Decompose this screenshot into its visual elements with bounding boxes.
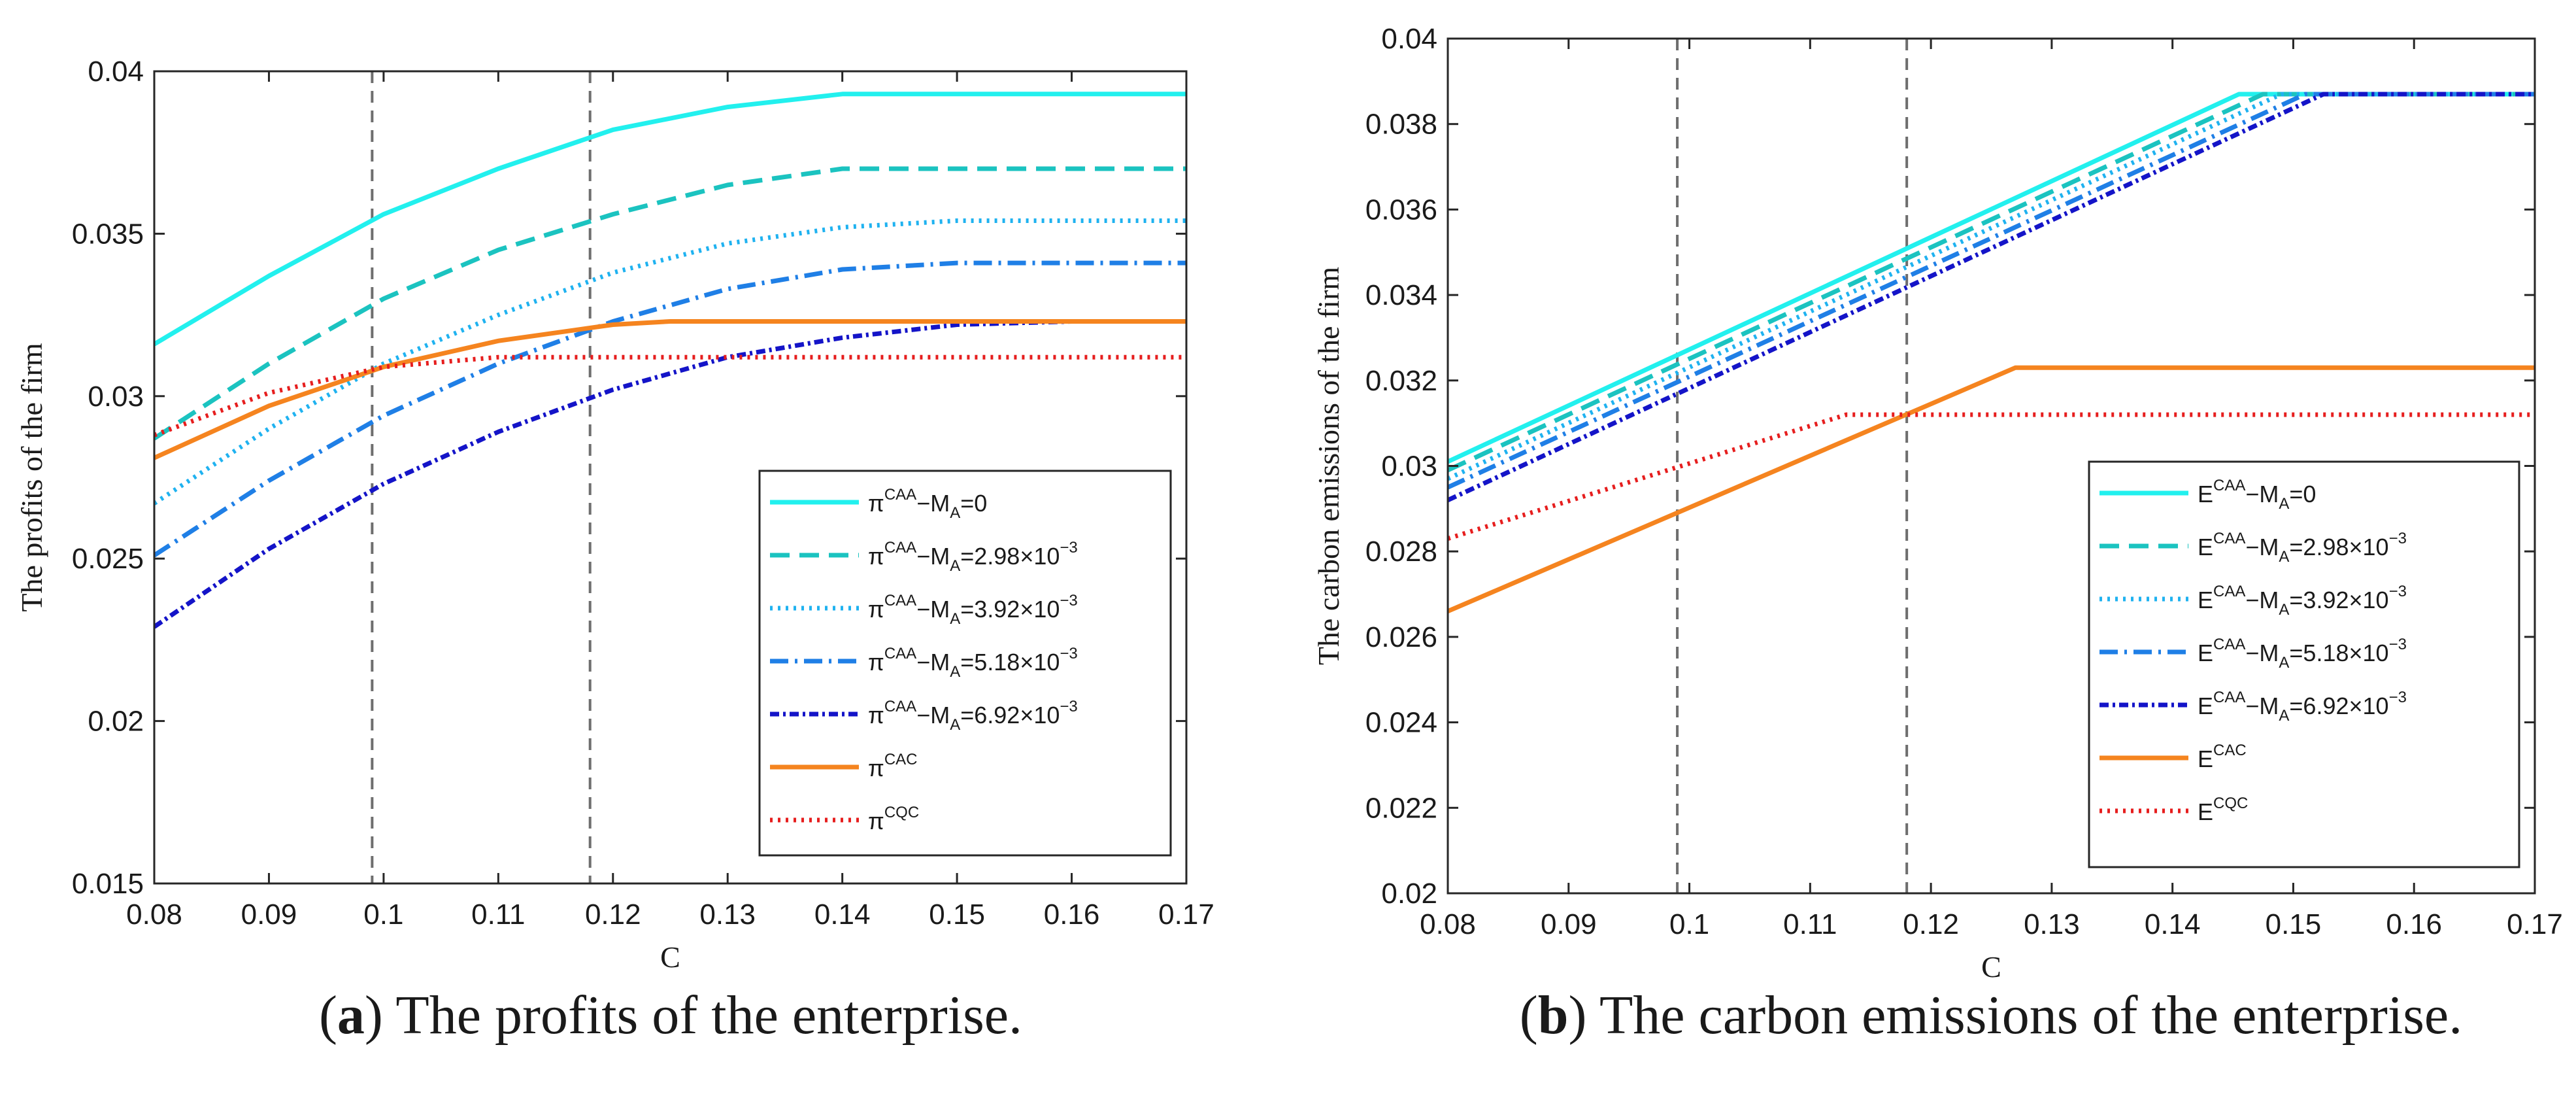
series-line-6	[1448, 412, 2535, 541]
x-tick-label: 0.13	[2024, 908, 2080, 940]
y-tick-label: 0.035	[72, 218, 144, 250]
x-tick-label: 0.09	[241, 899, 297, 931]
y-tick-label: 0.022	[1365, 792, 1437, 824]
y-tick-label: 0.038	[1365, 109, 1437, 141]
x-tick-label: 0.15	[2266, 908, 2322, 940]
legend-label-0: πCAA−MA=0	[868, 486, 987, 522]
x-tick-label: 0.12	[585, 899, 641, 931]
series-line-3	[154, 260, 1186, 558]
legend-box	[2088, 460, 2520, 868]
x-tick-label: 0.12	[1903, 908, 1959, 940]
series-line-2	[154, 218, 1186, 505]
y-tick-label: 0.025	[72, 543, 144, 575]
x-tick-label: 0.17	[2507, 908, 2563, 940]
legend-box	[758, 470, 1172, 857]
y-tick-label: 0.028	[1365, 536, 1437, 568]
panel-b: 0.08 0.09 0.1 0.11 0.12 0.13 0.14 0.15 0.16 0.17 0…	[1312, 23, 2563, 1046]
y-tick-label: 0.024	[1365, 707, 1437, 739]
series-line-2	[1448, 92, 2535, 481]
x-tick-label: 0.14	[2145, 908, 2201, 940]
legend-label-4: πCAA−MA=6.92×10−3	[868, 698, 1078, 734]
y-tick-label: 0.02	[1381, 878, 1437, 910]
y-tick-label: 0.03	[1381, 451, 1437, 483]
legend: πCAA−MA=0 πCAA−MA=2.98×10−3 πCAA−MA=3.92×1…	[758, 470, 1172, 857]
legend-label-0: ECAA−MA=0	[2198, 477, 2316, 513]
legend-label-1: ECAA−MA=2.98×10−3	[2198, 530, 2407, 566]
series-group	[1448, 92, 2535, 613]
series-line-5	[154, 319, 1186, 460]
legend-label-5: ECAC	[2198, 742, 2247, 772]
legend-label-3: πCAA−MA=5.18×10−3	[868, 645, 1078, 681]
y-tick-label: 0.015	[72, 868, 144, 900]
panel-caption: (b) The carbon emissions of the enterpri…	[1520, 985, 2462, 1046]
legend-label-5: πCAC	[868, 751, 918, 781]
series-line-5	[1448, 365, 2535, 613]
series-group	[154, 92, 1186, 629]
x-tick-label: 0.16	[1044, 899, 1100, 931]
panel-caption: (a) The profits of the enterprise.	[319, 985, 1022, 1046]
x-tick-label: 0.14	[814, 899, 871, 931]
y-tick-label: 0.02	[88, 706, 144, 738]
legend-label-6: ECQC	[2198, 795, 2248, 825]
y-tick-label: 0.04	[1381, 23, 1437, 55]
legend-label-3: ECAA−MA=5.18×10−3	[2198, 636, 2407, 672]
panel-a: 0.08 0.09 0.1 0.11 0.12 0.13 0.14 0.15 0.16 0.17 0…	[15, 56, 1214, 1046]
y-axis-title: The carbon emissions of the firm	[1312, 267, 1345, 666]
y-tick-label: 0.04	[88, 56, 144, 88]
x-tick-label: 0.08	[126, 899, 182, 931]
x-axis-title: C	[660, 940, 680, 974]
x-tick-label: 0.08	[1420, 908, 1476, 940]
x-tick-label: 0.15	[929, 899, 985, 931]
series-line-4	[1448, 92, 2535, 502]
x-tick-label: 0.17	[1158, 899, 1214, 931]
x-tick-label: 0.11	[471, 899, 525, 931]
y-tick-label: 0.032	[1365, 365, 1437, 397]
y-tick-label: 0.034	[1365, 279, 1437, 311]
y-axis-title: The profits of the firm	[15, 343, 48, 612]
legend-label-2: ECAA−MA=3.92×10−3	[2198, 583, 2407, 619]
y-tick-label: 0.026	[1365, 621, 1437, 653]
x-axis-title: C	[1981, 950, 2001, 984]
x-tick-label: 0.1	[363, 899, 403, 931]
x-tick-label: 0.16	[2386, 908, 2442, 940]
series-line-1	[1448, 92, 2535, 473]
x-tick-label: 0.1	[1669, 908, 1709, 940]
axes-box	[153, 70, 1188, 885]
legend-label-2: πCAA−MA=3.92×10−3	[868, 592, 1078, 628]
x-tick-label: 0.11	[1783, 908, 1837, 940]
series-line-0	[154, 92, 1186, 347]
legend: ECAA−MA=0 ECAA−MA=2.98×10−3 ECAA−MA=3.92×1…	[2088, 460, 2520, 868]
series-line-1	[154, 166, 1186, 441]
legend-label-1: πCAA−MA=2.98×10−3	[868, 539, 1078, 575]
legend-label-6: πCQC	[868, 804, 919, 834]
legend-label-4: ECAA−MA=6.92×10−3	[2198, 689, 2407, 725]
y-tick-label: 0.03	[88, 381, 144, 413]
x-tick-label: 0.09	[1541, 908, 1597, 940]
y-tick-label: 0.036	[1365, 194, 1437, 226]
x-tick-label: 0.13	[699, 899, 756, 931]
